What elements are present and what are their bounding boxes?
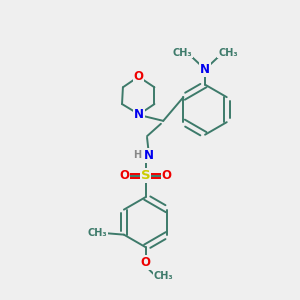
- Text: CH₃: CH₃: [172, 47, 192, 58]
- Text: O: O: [141, 256, 151, 269]
- Text: O: O: [134, 70, 143, 83]
- Text: N: N: [143, 149, 154, 162]
- Text: N: N: [134, 108, 144, 121]
- Text: S: S: [141, 169, 150, 182]
- Text: O: O: [162, 169, 172, 182]
- Text: H: H: [133, 150, 141, 160]
- Text: CH₃: CH₃: [153, 271, 173, 281]
- Text: O: O: [119, 169, 129, 182]
- Text: N: N: [200, 63, 210, 76]
- Text: CH₃: CH₃: [218, 47, 238, 58]
- Text: CH₃: CH₃: [88, 228, 107, 238]
